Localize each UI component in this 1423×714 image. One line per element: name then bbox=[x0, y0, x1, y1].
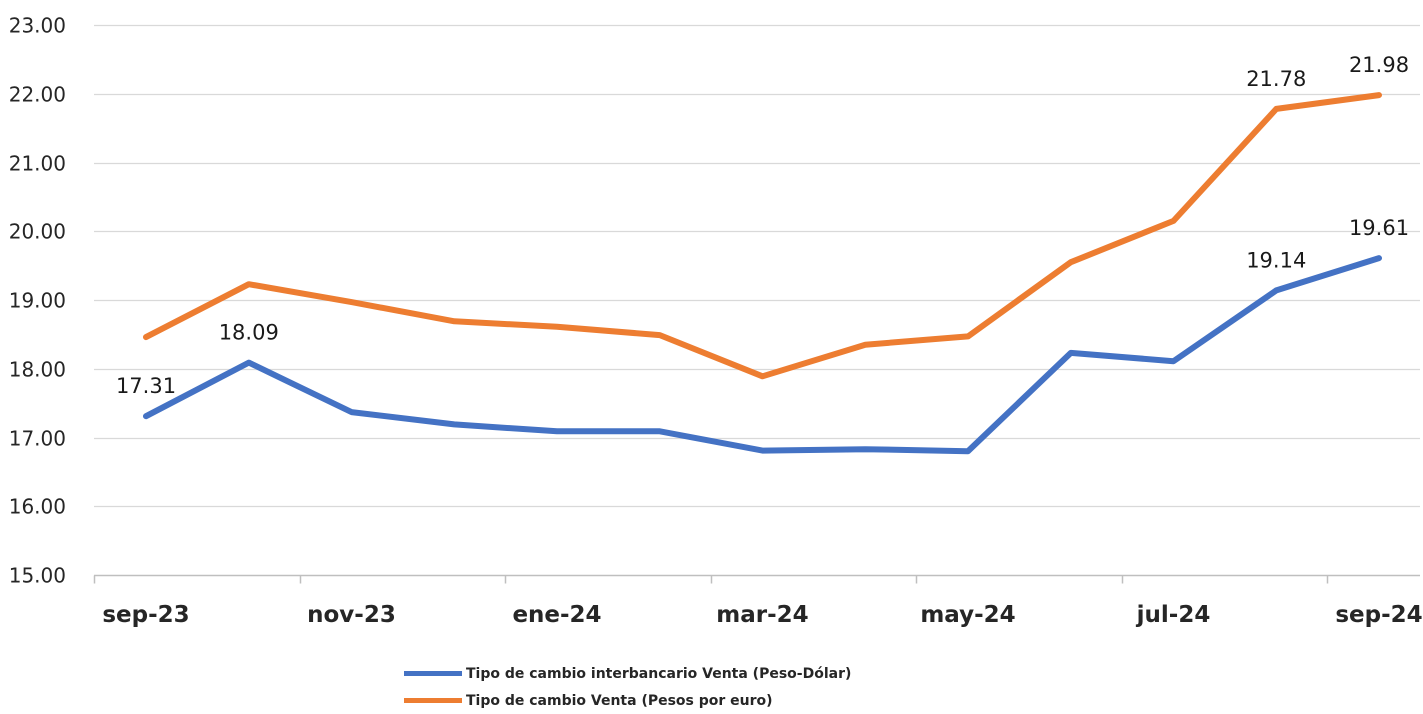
legend-item-eur: Tipo de cambio Venta (Pesos por euro) bbox=[404, 687, 851, 714]
data-label: 17.31 bbox=[116, 374, 176, 398]
data-label: 18.09 bbox=[219, 321, 279, 345]
x-tick-label: may-24 bbox=[920, 602, 1015, 628]
legend-swatch-eur bbox=[404, 698, 462, 703]
y-tick-label: 21.00 bbox=[9, 152, 66, 176]
legend-swatch-usd bbox=[404, 671, 462, 676]
y-tick-label: 15.00 bbox=[9, 564, 66, 588]
legend-item-usd: Tipo de cambio interbancario Venta (Peso… bbox=[404, 660, 851, 687]
y-tick-label: 20.00 bbox=[9, 220, 66, 244]
y-tick-label: 16.00 bbox=[9, 495, 66, 519]
x-tick-label: sep-23 bbox=[102, 602, 189, 628]
data-label: 21.98 bbox=[1349, 53, 1409, 77]
x-tick-label: mar-24 bbox=[716, 602, 808, 628]
legend: Tipo de cambio interbancario Venta (Peso… bbox=[404, 660, 851, 714]
legend-label-eur: Tipo de cambio Venta (Pesos por euro) bbox=[466, 692, 773, 709]
series-line-0 bbox=[143, 255, 1382, 455]
y-tick-label: 19.00 bbox=[9, 289, 66, 313]
series-line-1 bbox=[143, 92, 1382, 380]
x-tick-label: jul-24 bbox=[1136, 602, 1211, 628]
data-label: 19.14 bbox=[1246, 248, 1306, 272]
x-tick-label: nov-23 bbox=[307, 602, 396, 628]
y-tick-label: 22.00 bbox=[9, 83, 66, 107]
y-tick-label: 17.00 bbox=[9, 427, 66, 451]
data-label: 21.78 bbox=[1246, 67, 1306, 91]
x-tick-label: ene-24 bbox=[512, 602, 601, 628]
x-tick-label: sep-24 bbox=[1335, 602, 1422, 628]
legend-label-usd: Tipo de cambio interbancario Venta (Peso… bbox=[466, 665, 852, 682]
y-tick-label: 23.00 bbox=[9, 14, 66, 38]
data-label: 19.61 bbox=[1349, 216, 1409, 240]
y-tick-label: 18.00 bbox=[9, 358, 66, 382]
